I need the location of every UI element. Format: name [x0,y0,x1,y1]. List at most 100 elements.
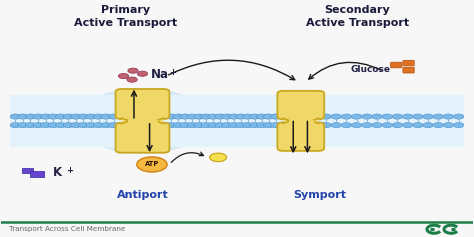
Circle shape [341,114,352,119]
Circle shape [201,114,211,119]
Circle shape [443,123,454,128]
Circle shape [86,114,96,119]
Circle shape [18,114,28,119]
Circle shape [137,157,167,172]
Circle shape [137,71,148,76]
Circle shape [331,114,341,119]
FancyBboxPatch shape [116,89,169,119]
Circle shape [194,114,204,119]
Circle shape [222,123,232,128]
Circle shape [101,123,111,128]
Circle shape [48,123,58,128]
Circle shape [63,123,73,128]
Circle shape [78,123,89,128]
Circle shape [55,114,66,119]
Circle shape [321,114,331,119]
Circle shape [208,114,218,119]
Circle shape [71,123,81,128]
Circle shape [93,123,104,128]
Circle shape [118,73,129,79]
Circle shape [243,123,253,128]
Circle shape [256,114,267,119]
Text: ATP: ATP [145,161,159,168]
Text: Secondary
Active Transport: Secondary Active Transport [306,5,409,28]
Circle shape [362,114,372,119]
Circle shape [243,114,253,119]
Circle shape [249,114,260,119]
Text: Primary
Active Transport: Primary Active Transport [74,5,177,28]
Circle shape [25,114,36,119]
Text: Glucose: Glucose [351,65,391,74]
Circle shape [249,95,353,147]
Circle shape [352,123,362,128]
Circle shape [443,114,454,119]
Circle shape [48,114,58,119]
Circle shape [40,114,51,119]
Circle shape [25,123,36,128]
Circle shape [341,123,352,128]
Circle shape [382,114,392,119]
Circle shape [71,114,81,119]
Circle shape [236,114,246,119]
Circle shape [270,114,281,119]
Circle shape [454,114,464,119]
Text: K: K [53,166,62,179]
Circle shape [423,123,433,128]
Circle shape [78,114,89,119]
Circle shape [101,114,111,119]
Circle shape [264,114,274,119]
Circle shape [208,123,218,128]
Circle shape [201,123,211,128]
Circle shape [166,114,176,119]
Text: Symport: Symport [293,190,346,200]
Circle shape [215,123,225,128]
Bar [284,115,318,126]
Circle shape [270,123,281,128]
Text: Na: Na [151,68,169,82]
Circle shape [264,123,274,128]
Circle shape [402,123,413,128]
Circle shape [40,123,51,128]
Circle shape [372,123,382,128]
Circle shape [382,123,392,128]
FancyBboxPatch shape [391,62,402,68]
Circle shape [413,114,423,119]
Circle shape [173,123,183,128]
Circle shape [352,114,362,119]
Circle shape [433,123,444,128]
Circle shape [454,123,464,128]
Circle shape [128,68,138,73]
Circle shape [127,77,137,82]
Circle shape [392,114,403,119]
Circle shape [331,123,341,128]
Circle shape [10,123,20,128]
Circle shape [93,114,104,119]
Circle shape [236,123,246,128]
Circle shape [76,88,209,154]
FancyBboxPatch shape [403,67,414,73]
FancyBboxPatch shape [403,60,414,66]
Circle shape [372,114,382,119]
FancyBboxPatch shape [277,91,324,119]
Circle shape [109,114,119,119]
Circle shape [109,123,119,128]
Circle shape [321,123,331,128]
Circle shape [180,123,191,128]
Circle shape [33,114,43,119]
Circle shape [180,114,191,119]
FancyBboxPatch shape [116,123,169,153]
Circle shape [433,114,444,119]
Text: Transport Across Cell Membrane: Transport Across Cell Membrane [9,226,126,232]
Text: Antiport: Antiport [117,190,168,200]
Circle shape [222,114,232,119]
Circle shape [187,114,197,119]
Bar [122,115,163,127]
Circle shape [55,123,66,128]
FancyBboxPatch shape [277,122,324,151]
Circle shape [249,123,260,128]
Circle shape [187,123,197,128]
Circle shape [392,123,403,128]
Circle shape [173,114,183,119]
Circle shape [18,123,28,128]
Text: +: + [66,166,73,175]
